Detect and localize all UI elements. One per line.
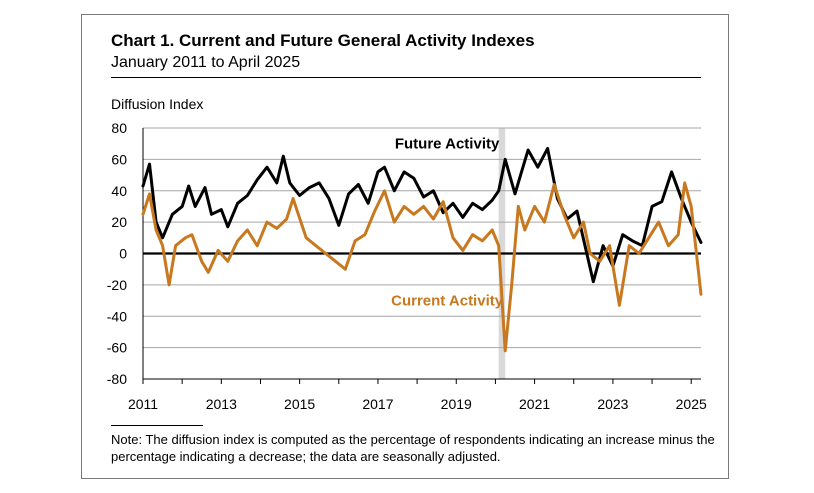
chart-note: Note: The diffusion index is computed as… — [111, 432, 715, 464]
label-future-activity: Future Activity — [395, 136, 500, 153]
x-tick-label: 2023 — [597, 396, 628, 412]
y-tick-label: -40 — [107, 308, 127, 324]
chart-subtitle: January 2011 to April 2025 — [111, 54, 301, 71]
x-tick-labels: 2011 2013 2015 2017 2019 2021 2023 2025 — [128, 396, 707, 412]
x-tick-label: 2025 — [676, 396, 707, 412]
y-tick-label: -80 — [107, 371, 127, 387]
x-tick-label: 2021 — [519, 396, 550, 412]
series-lines — [141, 146, 703, 353]
x-tick-label: 2017 — [362, 396, 393, 412]
y-tick-label: -20 — [107, 277, 127, 293]
x-tick-label: 2019 — [441, 396, 472, 412]
y-tick-label: 60 — [111, 151, 127, 167]
x-tick-label: 2013 — [206, 396, 237, 412]
label-current-activity: Current Activity — [391, 293, 504, 310]
x-tick-label: 2015 — [284, 396, 315, 412]
series-line-future-activity — [141, 146, 703, 284]
y-tick-label: 20 — [111, 214, 127, 230]
y-tick-label: 80 — [111, 120, 127, 136]
chart-frame: Chart 1. Current and Future General Acti… — [81, 14, 729, 479]
x-tick-label: 2011 — [128, 396, 158, 412]
y-tick-label: -60 — [107, 340, 127, 356]
chart-title: Chart 1. Current and Future General Acti… — [111, 31, 535, 50]
gridlines — [143, 127, 701, 349]
series-line-current-activity — [141, 181, 703, 353]
y-axis-label: Diffusion Index — [111, 96, 204, 112]
y-tick-labels: 80 60 40 20 0 -20 -40 -60 -80 — [107, 120, 127, 387]
series-annotations: Future Activity Current Activity — [391, 136, 504, 310]
y-tick-label: 0 — [119, 246, 127, 262]
y-tick-label: 40 — [111, 183, 127, 199]
title-divider — [111, 77, 701, 78]
note-divider — [111, 425, 203, 426]
